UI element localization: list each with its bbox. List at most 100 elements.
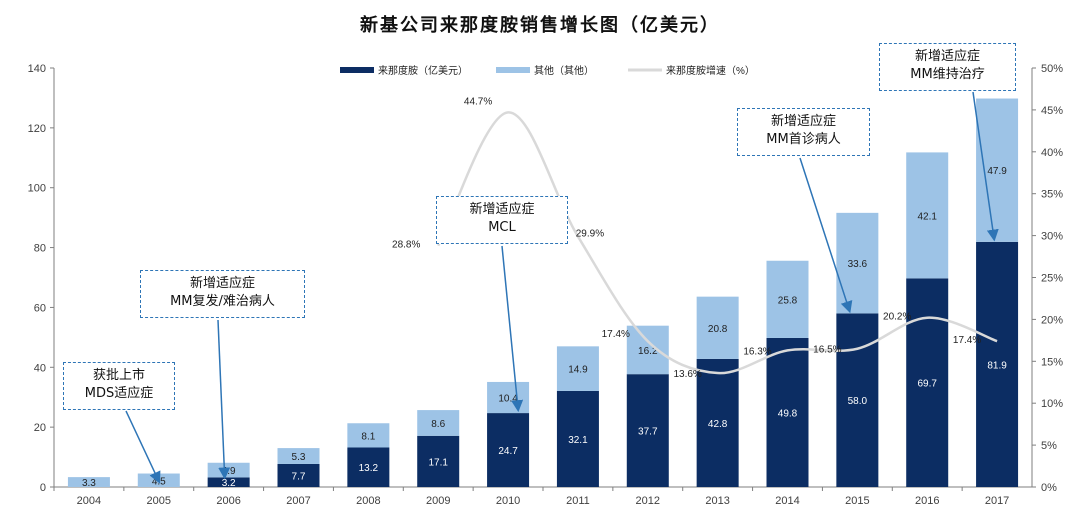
x-tick-label: 2012 [636, 495, 660, 507]
legend-swatch-lenalidomide [340, 67, 374, 73]
x-tick-label: 2017 [985, 495, 1009, 507]
bar-label-lenalidomide: 42.8 [708, 419, 728, 430]
growth-line [437, 111, 998, 375]
legend-swatch-other [496, 67, 530, 73]
bar-lenalidomide [556, 390, 599, 487]
y-tick-label: 60 [34, 302, 46, 314]
bar-lenalidomide [976, 241, 1019, 487]
x-tick-label: 2009 [426, 495, 450, 507]
x-tick-label: 2008 [356, 495, 380, 507]
bar-lenalidomide [277, 463, 320, 487]
y2-tick-label: 50% [1041, 63, 1063, 75]
growth-label: 28.8% [392, 240, 420, 251]
bar-other [976, 98, 1019, 242]
callout-mds-line2: MDS适应症 [84, 386, 154, 401]
y2-tick-label: 25% [1041, 273, 1063, 285]
bar-lenalidomide [626, 374, 669, 487]
x-tick-label: 2006 [216, 495, 240, 507]
x-tick-label: 2016 [915, 495, 939, 507]
growth-label: 20.2% [883, 312, 911, 323]
callout-mm-newly-diagnosed: 新增适应症 MM首诊病人 [737, 108, 870, 156]
callout-maint-line1: 新增适应症 [914, 49, 980, 64]
bar-label-lenalidomide: 58.0 [848, 396, 868, 407]
growth-label: 17.4% [953, 335, 981, 346]
bar-other [277, 448, 320, 464]
bar-label-other: 10.4 [498, 394, 518, 405]
x-tick-label: 2011 [566, 495, 590, 507]
y2-tick-label: 15% [1041, 356, 1063, 368]
callout-mcl-line2: MCL [488, 220, 516, 235]
bar-label-lenalidomide: 3.2 [222, 478, 236, 489]
bar-label-other: 33.6 [848, 259, 868, 270]
bar-other [417, 410, 460, 436]
y2-tick-label: 30% [1041, 231, 1063, 243]
callout-mds-approval: 获批上市 MDS适应症 [63, 362, 175, 410]
x-tick-label: 2010 [496, 495, 520, 507]
y2-tick-label: 0% [1041, 482, 1057, 494]
x-tick-label: 2004 [77, 495, 101, 507]
bar-label-other: 8.1 [361, 431, 375, 442]
bar-label-other: 4.5 [152, 476, 166, 487]
bar-label-other: 42.1 [917, 211, 937, 222]
bar-label-other: 3.3 [82, 478, 96, 489]
y-tick-label: 80 [34, 243, 46, 255]
callout-relapsed-line2: MM复发/难治病人 [170, 294, 275, 309]
bar-other [626, 325, 669, 375]
x-tick-label: 2015 [845, 495, 869, 507]
bar-label-lenalidomide: 17.1 [428, 457, 448, 468]
x-tick-label: 2007 [286, 495, 310, 507]
bar-label-lenalidomide: 49.8 [778, 408, 798, 419]
chart-title: 新基公司来那度胺销售增长图（亿美元） [360, 15, 720, 36]
bar-label-other: 47.9 [987, 166, 1007, 177]
growth-label: 13.6% [673, 369, 701, 380]
callout-arrow [217, 319, 231, 480]
bar-other [67, 477, 110, 487]
growth-label: 29.9% [576, 228, 604, 239]
bar-other [766, 260, 809, 338]
bar-other [906, 152, 949, 279]
callout-maint-line2: MM维持治疗 [910, 67, 985, 82]
bar-label-lenalidomide: 13.2 [359, 463, 379, 474]
bar-label-other: 20.8 [708, 324, 728, 335]
bar-label-other: 25.8 [778, 295, 798, 306]
growth-label: 16.3% [743, 346, 771, 357]
growth-label: 16.5% [813, 345, 841, 356]
callout-mds-line1: 获批上市 [92, 368, 145, 383]
x-tick-label: 2005 [147, 495, 171, 507]
y-tick-label: 40 [34, 362, 46, 374]
growth-label: 17.4% [602, 329, 630, 340]
x-tick-label: 2013 [705, 495, 729, 507]
callout-arrow [799, 157, 853, 314]
bar-label-other: 5.3 [292, 452, 306, 463]
growth-label: 44.7% [464, 96, 492, 107]
bar-lenalidomide [766, 337, 809, 487]
y2-tick-label: 45% [1041, 105, 1063, 117]
bar-lenalidomide [487, 413, 530, 487]
callout-mcl-line1: 新增适应症 [469, 202, 535, 217]
y2-tick-label: 5% [1041, 440, 1057, 452]
bar-label-lenalidomide: 7.7 [292, 471, 306, 482]
callout-newdx-line1: 新增适应症 [770, 114, 836, 129]
bar-label-lenalidomide: 81.9 [987, 360, 1007, 371]
bar-label-lenalidomide: 24.7 [498, 446, 518, 457]
legend-label-growth: 来那度胺增速（%） [666, 64, 755, 77]
bar-label-lenalidomide: 69.7 [917, 379, 937, 390]
bar-other [836, 212, 879, 314]
bar-label-other: 8.6 [431, 419, 445, 430]
bar-other [347, 423, 390, 448]
y2-tick-label: 10% [1041, 398, 1063, 410]
bar-other [556, 346, 599, 391]
callout-newdx-line2: MM首诊病人 [766, 132, 841, 147]
callout-mm-maintenance: 新增适应症 MM维持治疗 [879, 43, 1016, 91]
bar-lenalidomide [347, 447, 390, 487]
y2-tick-label: 40% [1041, 147, 1063, 159]
callout-relapsed-line1: 新增适应症 [189, 276, 255, 291]
y-tick-label: 20 [34, 422, 46, 434]
callout-mcl: 新增适应症 MCL [436, 196, 568, 244]
y-tick-label: 0 [40, 482, 46, 494]
y-tick-label: 100 [28, 183, 46, 195]
callout-mm-relapsed: 新增适应症 MM复发/难治病人 [140, 270, 305, 318]
y2-tick-label: 20% [1041, 314, 1063, 326]
bar-lenalidomide [417, 435, 460, 487]
